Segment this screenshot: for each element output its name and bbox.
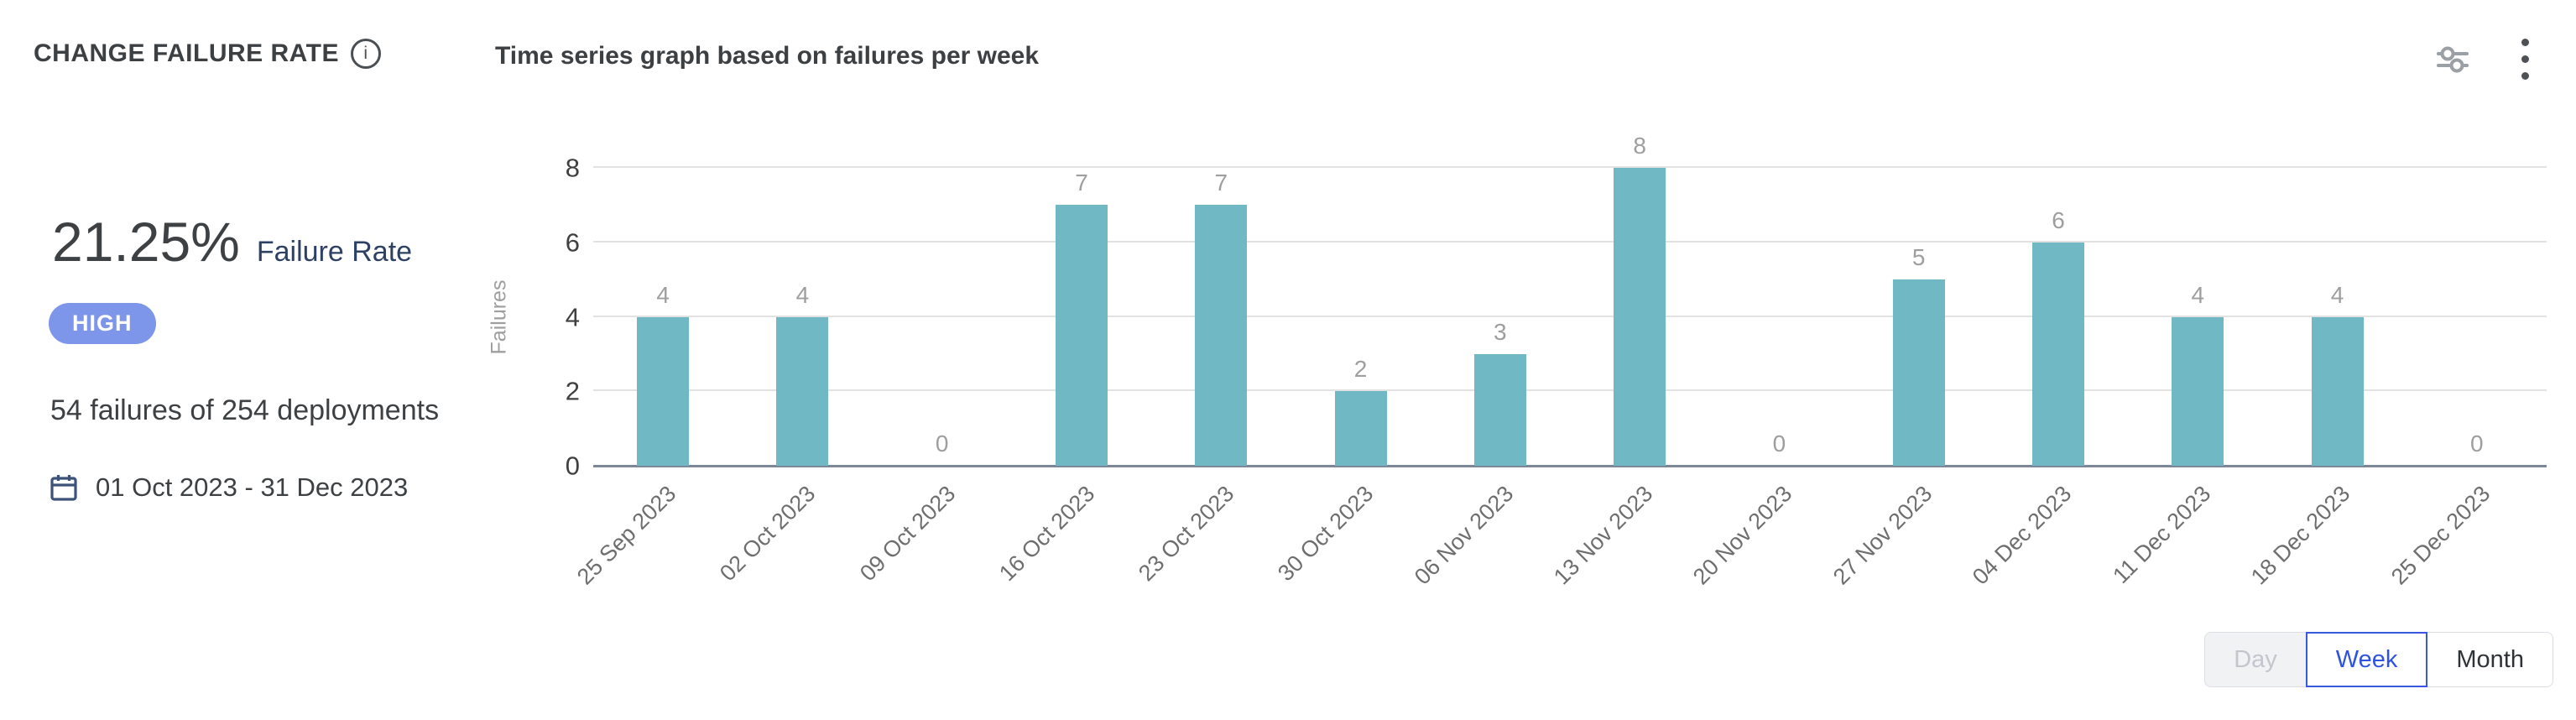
y-tick-label: 8	[565, 153, 580, 183]
x-tick-label: 18 Dec 2023	[2246, 481, 2355, 590]
bar[interactable]	[637, 316, 690, 466]
y-tick-label: 4	[565, 302, 580, 331]
calendar-icon	[49, 472, 79, 503]
bar-slot: 4 11 Dec 2023	[2108, 168, 2267, 588]
bar-slot: 2 30 Oct 2023	[1274, 168, 1430, 586]
bar-chart-plot-area: Failures 0 2 4 6 8 4 25 Sep 2023 4 02 Oct 2023 0 0…	[488, 134, 2547, 590]
bar-slot: 6 04 Dec 2023	[1968, 168, 2128, 589]
bar-value-label: 7	[1214, 170, 1228, 196]
bar[interactable]	[1892, 279, 1945, 466]
x-tick-label: 30 Oct 2023	[1273, 481, 1379, 587]
widget-title: CHANGE FAILURE RATE i	[34, 39, 381, 69]
bar-slot: 0 09 Oct 2023	[855, 168, 1012, 587]
bar-value-label: 4	[2191, 281, 2205, 308]
x-tick-label: 20 Nov 2023	[1688, 481, 1797, 590]
gridline	[593, 315, 2547, 317]
failure-rate-label: Failure Rate	[256, 236, 413, 268]
bar-slot: 0 20 Nov 2023	[1688, 168, 1849, 590]
bar[interactable]	[1473, 353, 1526, 466]
kebab-menu-icon[interactable]	[2515, 35, 2536, 83]
bar-slot: 5 27 Nov 2023	[1828, 168, 1989, 589]
bar-value-label: 7	[1075, 170, 1088, 196]
filter-sliders-icon[interactable]	[2434, 41, 2471, 78]
y-axis-label: Failures	[487, 279, 511, 354]
chart-title: Time series graph based on failures per …	[495, 42, 1040, 70]
toggle-day[interactable]: Day	[2204, 632, 2307, 687]
x-tick-label: 25 Dec 2023	[2386, 481, 2495, 590]
summary-text: 54 failures of 254 deployments	[50, 394, 440, 426]
x-tick-label: 25 Sep 2023	[571, 481, 681, 590]
bar-value-label: 0	[1772, 430, 1786, 457]
bar-value-label: 6	[2052, 206, 2065, 233]
y-tick-label: 0	[565, 451, 580, 481]
x-tick-label: 11 Dec 2023	[2108, 481, 2216, 589]
bar-slot: 3 06 Nov 2023	[1410, 168, 1570, 589]
bar[interactable]	[1055, 205, 1108, 466]
bar[interactable]	[776, 316, 829, 466]
header-actions	[2434, 35, 2536, 83]
x-tick-label: 23 Oct 2023	[1134, 481, 1239, 587]
bar-slot: 4 25 Sep 2023	[572, 168, 733, 590]
gridline	[593, 240, 2547, 243]
info-icon[interactable]: i	[350, 39, 381, 69]
x-axis-line	[593, 465, 2547, 467]
bar-slot: 0 25 Dec 2023	[2386, 168, 2547, 590]
x-tick-label: 04 Dec 2023	[1967, 481, 2077, 590]
bar-value-label: 8	[1633, 133, 1646, 159]
bar[interactable]	[1614, 168, 1666, 466]
failure-rate-row: 21.25% Failure Rate	[52, 210, 412, 274]
y-tick-label: 6	[565, 227, 580, 258]
bar-value-label: 4	[795, 281, 810, 308]
bar[interactable]	[1195, 205, 1248, 466]
bar[interactable]	[2172, 316, 2224, 466]
x-tick-label: 02 Oct 2023	[715, 481, 821, 587]
date-range-text: 01 Oct 2023 - 31 Dec 2023	[96, 472, 409, 502]
bar-slot: 4 18 Dec 2023	[2246, 168, 2407, 589]
date-range: 01 Oct 2023 - 31 Dec 2023	[49, 472, 408, 503]
bar-value-label: 5	[1911, 244, 1926, 271]
x-tick-label: 06 Nov 2023	[1409, 481, 1519, 590]
bar-slot: 7 16 Oct 2023	[994, 168, 1151, 586]
bar-value-label: 3	[1494, 318, 1507, 345]
bar[interactable]	[1334, 391, 1387, 466]
bar-slot: 4 02 Oct 2023	[715, 168, 872, 586]
x-tick-label: 13 Nov 2023	[1548, 481, 1658, 590]
severity-badge: HIGH	[49, 303, 156, 344]
bar-value-label: 0	[2470, 430, 2484, 457]
failure-rate-value: 21.25%	[52, 211, 240, 273]
y-tick-label: 2	[565, 376, 580, 406]
x-tick-label: 27 Nov 2023	[1828, 481, 1937, 590]
bar-value-label: 0	[935, 430, 949, 457]
widget-title-text: CHANGE FAILURE RATE	[34, 39, 339, 67]
toggle-week[interactable]: Week	[2305, 632, 2428, 687]
granularity-toggle: Day Week Month	[2204, 632, 2553, 687]
bar-value-label: 2	[1353, 356, 1368, 383]
x-tick-label: 09 Oct 2023	[854, 481, 960, 587]
bar-value-label: 4	[656, 281, 670, 308]
gridline	[593, 389, 2547, 392]
bar[interactable]	[2031, 242, 2084, 466]
x-tick-label: 16 Oct 2023	[993, 481, 1100, 587]
bar[interactable]	[2311, 316, 2364, 466]
toggle-month[interactable]: Month	[2427, 632, 2553, 687]
bar-slot: 8 13 Nov 2023	[1549, 134, 1709, 589]
bar-slot: 7 23 Oct 2023	[1134, 168, 1291, 586]
bar-value-label: 4	[2330, 281, 2344, 308]
gridline	[593, 166, 2547, 168]
